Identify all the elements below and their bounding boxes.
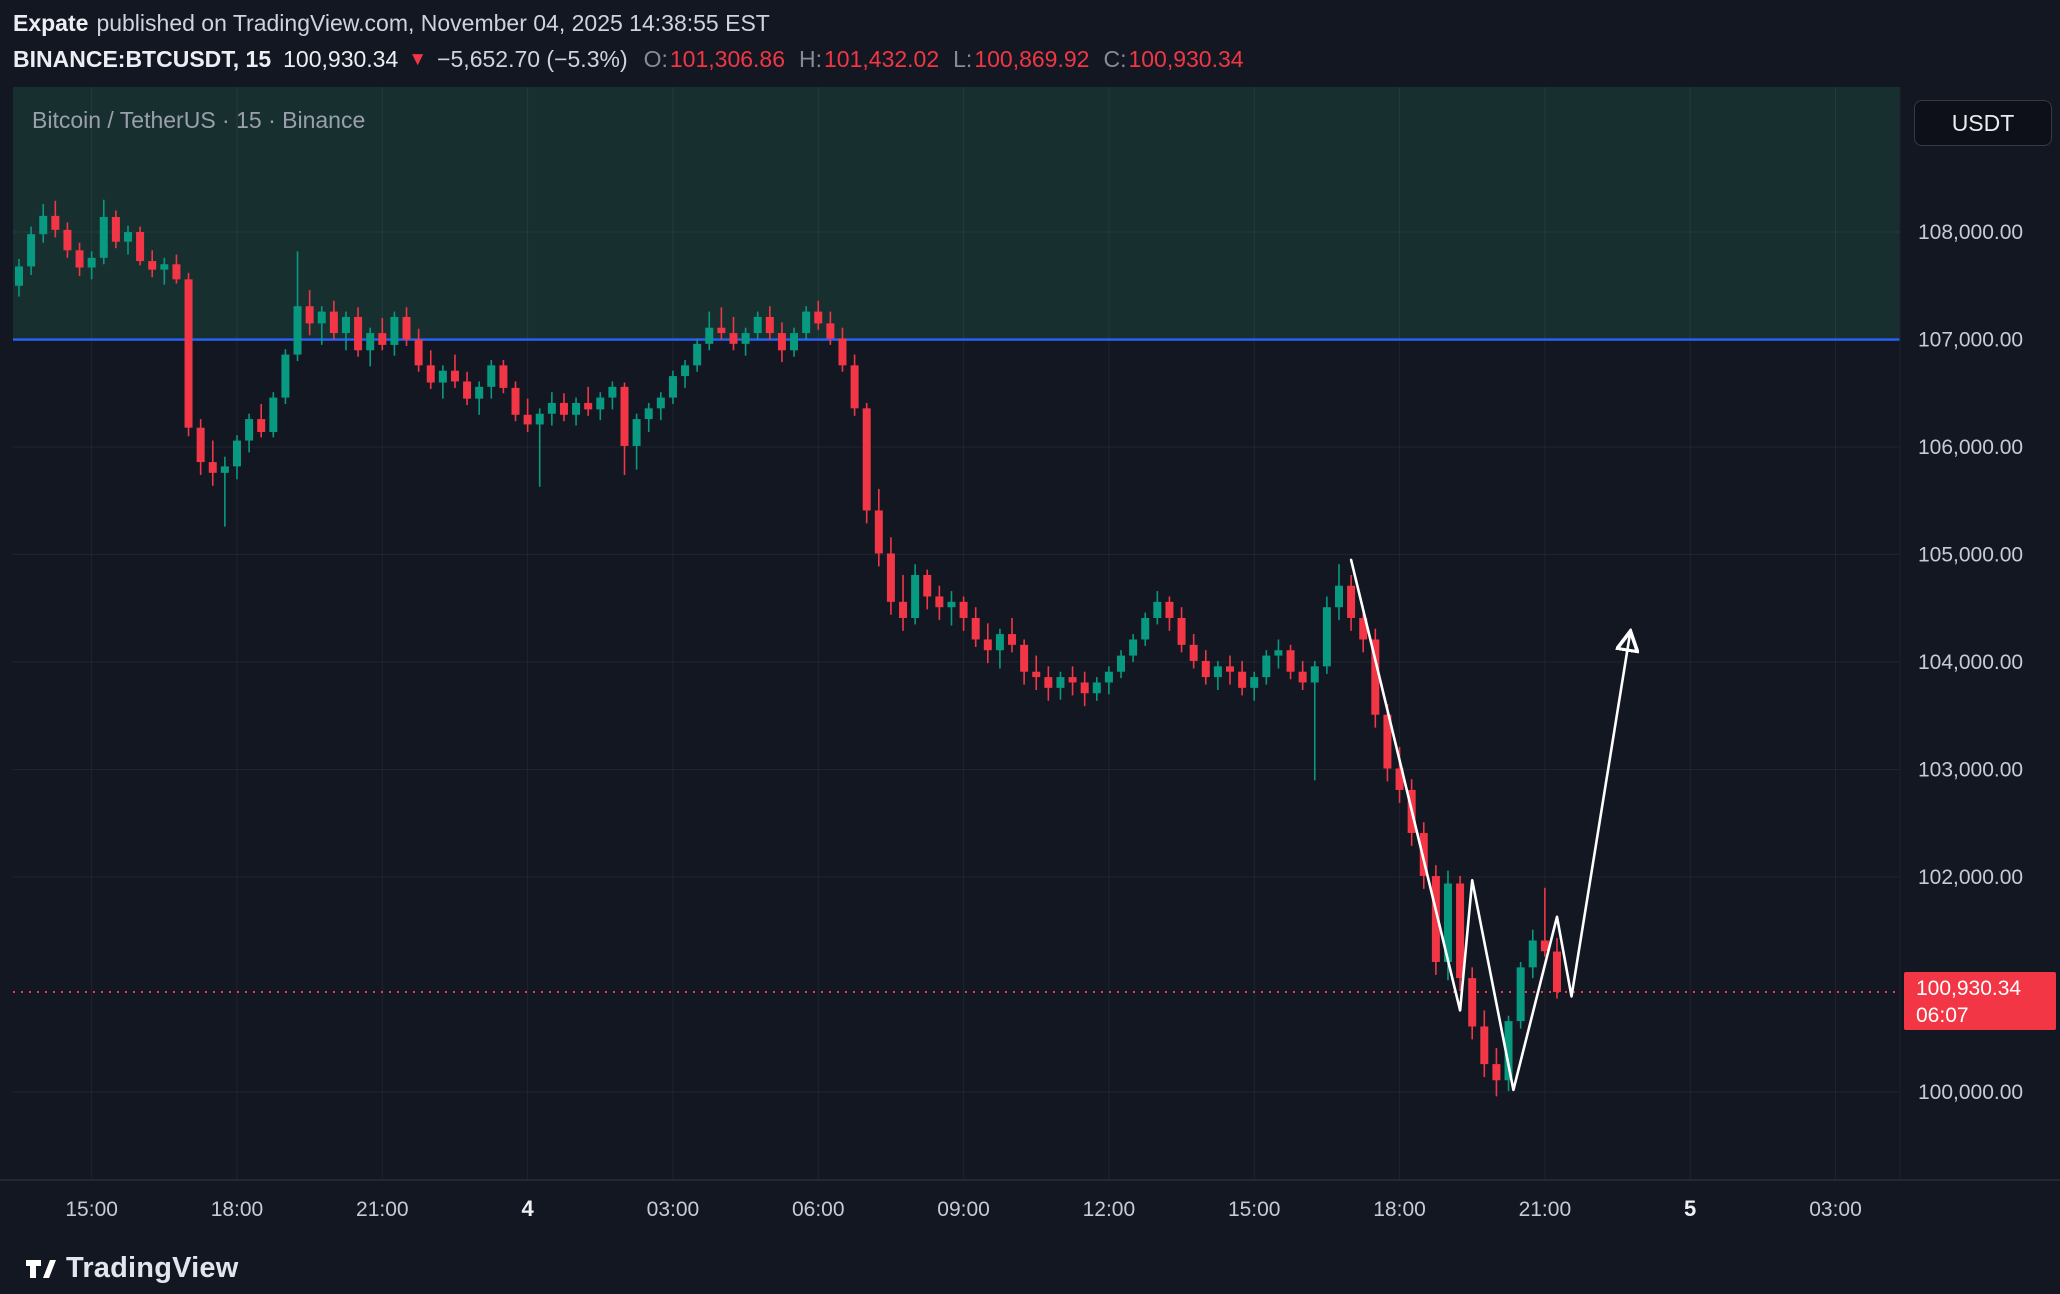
published-text: published on TradingView.com, November 0… [96, 10, 770, 36]
low-value: 100,869.92 [974, 46, 1090, 72]
svg-text:12:00: 12:00 [1083, 1198, 1136, 1221]
svg-text:21:00: 21:00 [1519, 1198, 1572, 1221]
price-badge-countdown: 06:07 [1916, 1004, 1969, 1027]
svg-text:18:00: 18:00 [1373, 1198, 1426, 1221]
publish-header: Expate published on TradingView.com, Nove… [13, 10, 770, 37]
svg-text:103,000.00: 103,000.00 [1918, 759, 2023, 782]
svg-text:15:00: 15:00 [1228, 1198, 1281, 1221]
svg-text:107,000.00: 107,000.00 [1918, 329, 2023, 352]
svg-text:09:00: 09:00 [937, 1198, 990, 1221]
high-label: H: [799, 46, 823, 72]
symbol-header: BINANCE:BTCUSDT, 15 100,930.34 ▼ −5,652.… [13, 46, 1258, 73]
symbol-title[interactable]: BINANCE:BTCUSDT, 15 [13, 46, 272, 72]
candles-layer [15, 199, 1561, 1097]
svg-text:102,000.00: 102,000.00 [1918, 866, 2023, 889]
price-change: −5,652.70 (−5.3%) [437, 46, 628, 72]
svg-text:21:00: 21:00 [356, 1198, 409, 1221]
open-value: 101,306.86 [669, 46, 786, 72]
last-price: 100,930.34 [283, 46, 399, 72]
svg-text:5: 5 [1684, 1196, 1696, 1221]
svg-text:100,000.00: 100,000.00 [1918, 1081, 2023, 1104]
svg-text:4: 4 [521, 1196, 534, 1221]
svg-text:104,000.00: 104,000.00 [1918, 651, 2023, 674]
high-value: 101,432.02 [824, 46, 940, 72]
close-value: 100,930.34 [1128, 46, 1244, 72]
open-label: O: [643, 46, 668, 72]
low-label: L: [953, 46, 973, 72]
chart-title: Bitcoin / TetherUS · 15 · Binance [32, 107, 366, 133]
tradingview-link[interactable]: TradingView [24, 1252, 239, 1285]
svg-text:18:00: 18:00 [211, 1198, 264, 1221]
svg-text:06:00: 06:00 [792, 1198, 845, 1221]
svg-text:03:00: 03:00 [1809, 1198, 1862, 1221]
close-label: C: [1103, 46, 1127, 72]
svg-text:106,000.00: 106,000.00 [1918, 436, 2023, 459]
publisher-name: Expate [13, 10, 89, 36]
tradingview-logo-icon [26, 1259, 56, 1278]
price-axis[interactable]: 108,000.00 107,000.00 106,000.00 105,000.00… [1918, 221, 2023, 1104]
long-zone [13, 87, 1900, 340]
projection-arrow[interactable] [1349, 558, 1630, 1092]
down-arrow-icon: ▼ [408, 48, 428, 70]
time-axis[interactable]: 15:00 18:00 21:00 4 03:00 06:00 09:00 12:00 15:0… [65, 1196, 1861, 1221]
currency-button[interactable]: USDT [1914, 100, 2052, 146]
svg-text:15:00: 15:00 [65, 1198, 118, 1221]
svg-text:108,000.00: 108,000.00 [1918, 221, 2023, 244]
price-badge: 100,930.34 06:07 [1904, 972, 2056, 1030]
tradingview-brand: TradingView [66, 1252, 239, 1284]
svg-text:105,000.00: 105,000.00 [1918, 544, 2023, 567]
svg-text:03:00: 03:00 [647, 1198, 700, 1221]
price-badge-price: 100,930.34 [1916, 977, 2022, 1000]
